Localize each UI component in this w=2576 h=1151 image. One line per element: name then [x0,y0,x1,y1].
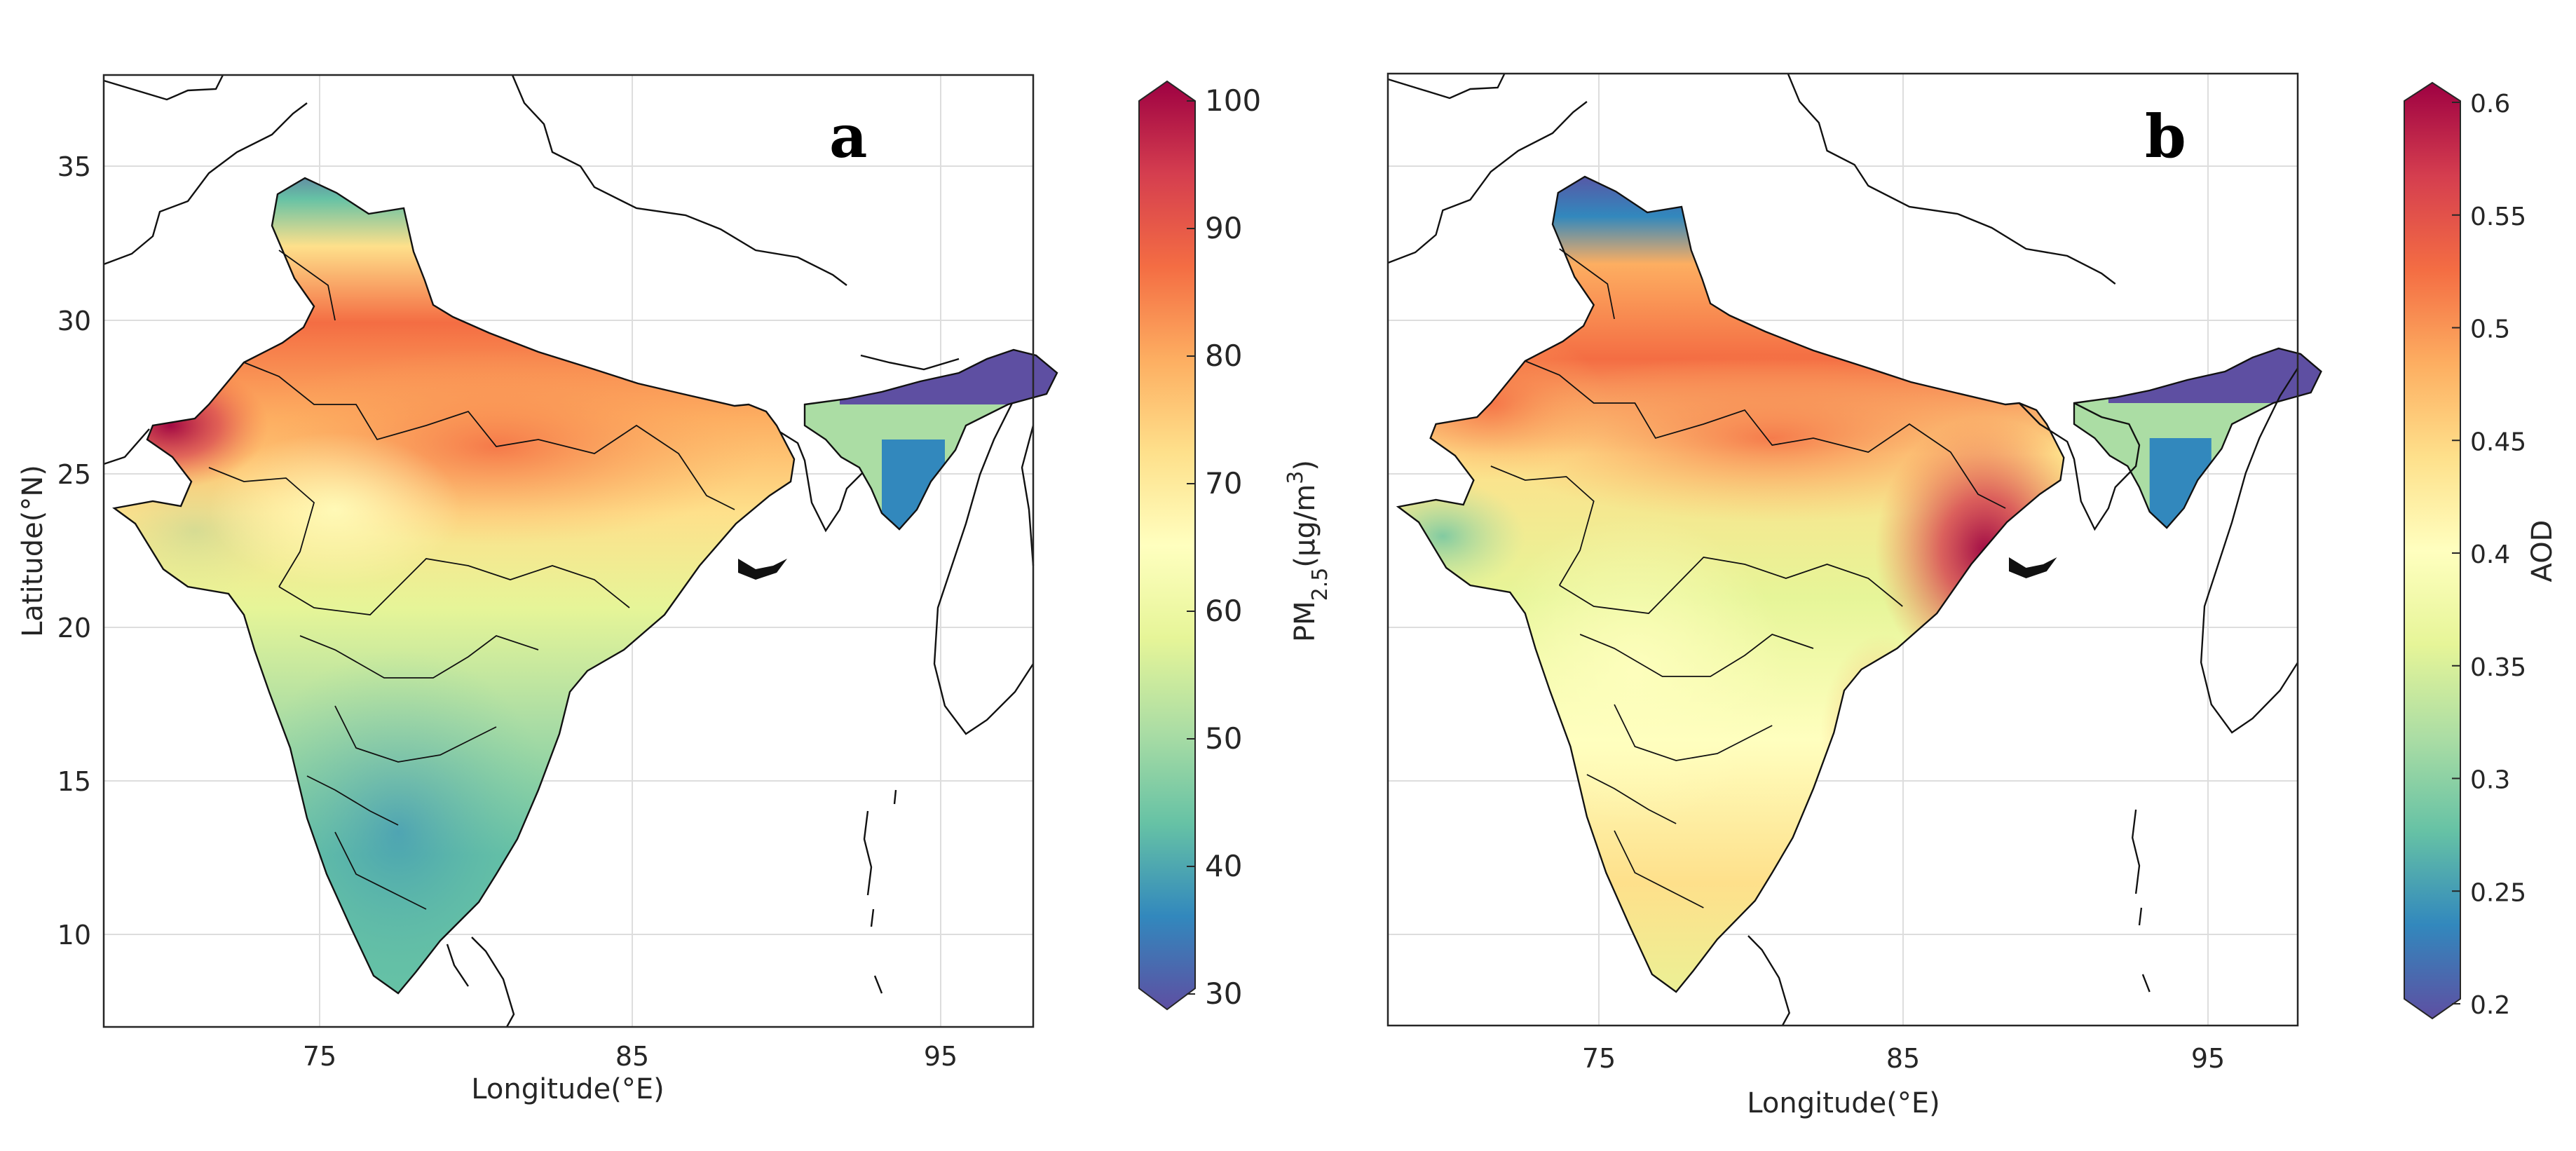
x-tick-label: 75 [1582,1043,1616,1074]
colorbar-tick-label: 70 [1205,466,1242,500]
y-tick-label: 10 [57,920,91,951]
colorbar-tick-label: 0.2 [2470,991,2510,1020]
neighbor-border-east [860,354,1035,735]
colorbar-tick-label: 0.45 [2470,428,2526,456]
colorbar-tick-label: 40 [1205,849,1242,883]
colorbar-tick-label: 100 [1205,83,1261,118]
panel-a-y-ticks: 35 30 25 20 15 10 [57,151,91,951]
sundarbans-coast [738,559,787,580]
panel-a-x-ticks: 75 85 95 [303,1041,958,1072]
colorbar-a-title: PM2.5(µg/m3) [1283,460,1333,642]
colorbar-a-bar [1138,80,1196,1011]
panel-a-frame [102,74,1035,1028]
y-tick-label: 15 [57,766,91,797]
panel-b-state-borders [1490,248,2006,908]
panel-a-x-axis-title: Longitude(°E) [471,1073,664,1105]
neighbor-border-west [103,74,308,465]
panel-a-state-borders [208,250,735,910]
colorbar-tick-label: 0.4 [2470,540,2510,569]
x-tick-label: 85 [615,1041,649,1072]
colorbar-tick-label: 90 [1205,211,1242,245]
colorbar-b-bar [2404,81,2461,1020]
panel-b-x-axis-title: Longitude(°E) [1747,1087,1940,1119]
colorbar-a-ticks: 100 90 80 70 60 50 40 30 [1187,83,1261,1011]
panel-b-x-ticks: 75 85 95 [1582,1043,2225,1074]
panel-a-y-axis-title: Latitude(°N) [17,465,49,637]
y-tick-label: 30 [57,306,91,336]
colorbar-b-title: AOD [2526,520,2558,583]
y-tick-label: 25 [57,459,91,490]
colorbar-tick-label: 30 [1205,976,1242,1011]
x-tick-label: 85 [1886,1043,1920,1074]
colorbar-tick-label: 0.6 [2470,90,2510,118]
colorbar-tick-label: 0.55 [2470,203,2526,231]
panel-b-label: b [2145,102,2186,171]
x-tick-label: 75 [303,1041,336,1072]
colorbar-tick-label: 60 [1205,594,1242,628]
panel-a-colorbar: 100 90 80 70 60 50 40 30 PM2.5(µg/m3) [1138,80,1333,1011]
x-tick-label: 95 [924,1041,958,1072]
y-tick-label: 20 [57,613,91,643]
colorbar-tick-label: 50 [1205,721,1242,756]
panel-a-label: a [829,102,867,171]
colorbar-tick-label: 0.3 [2470,766,2510,795]
andaman-islands [863,789,897,994]
neighbor-border-north [511,74,847,286]
colorbar-tick-label: 0.35 [2470,653,2526,682]
colorbar-tick-label: 0.5 [2470,315,2510,344]
colorbar-b-ticks: 0.6 0.55 0.5 0.45 0.4 0.35 0.3 0.25 0.2 [2452,90,2526,1020]
y-tick-label: 35 [57,151,91,182]
panel-b-frame [1386,72,2299,1027]
colorbar-tick-label: 80 [1205,339,1242,373]
panel-b-colorbar: 0.6 0.55 0.5 0.45 0.4 0.35 0.3 0.25 0.2 AOD [2404,81,2558,1020]
x-tick-label: 95 [2191,1043,2225,1074]
colorbar-tick-label: 0.25 [2470,878,2526,907]
srilanka-outline [446,937,515,1028]
